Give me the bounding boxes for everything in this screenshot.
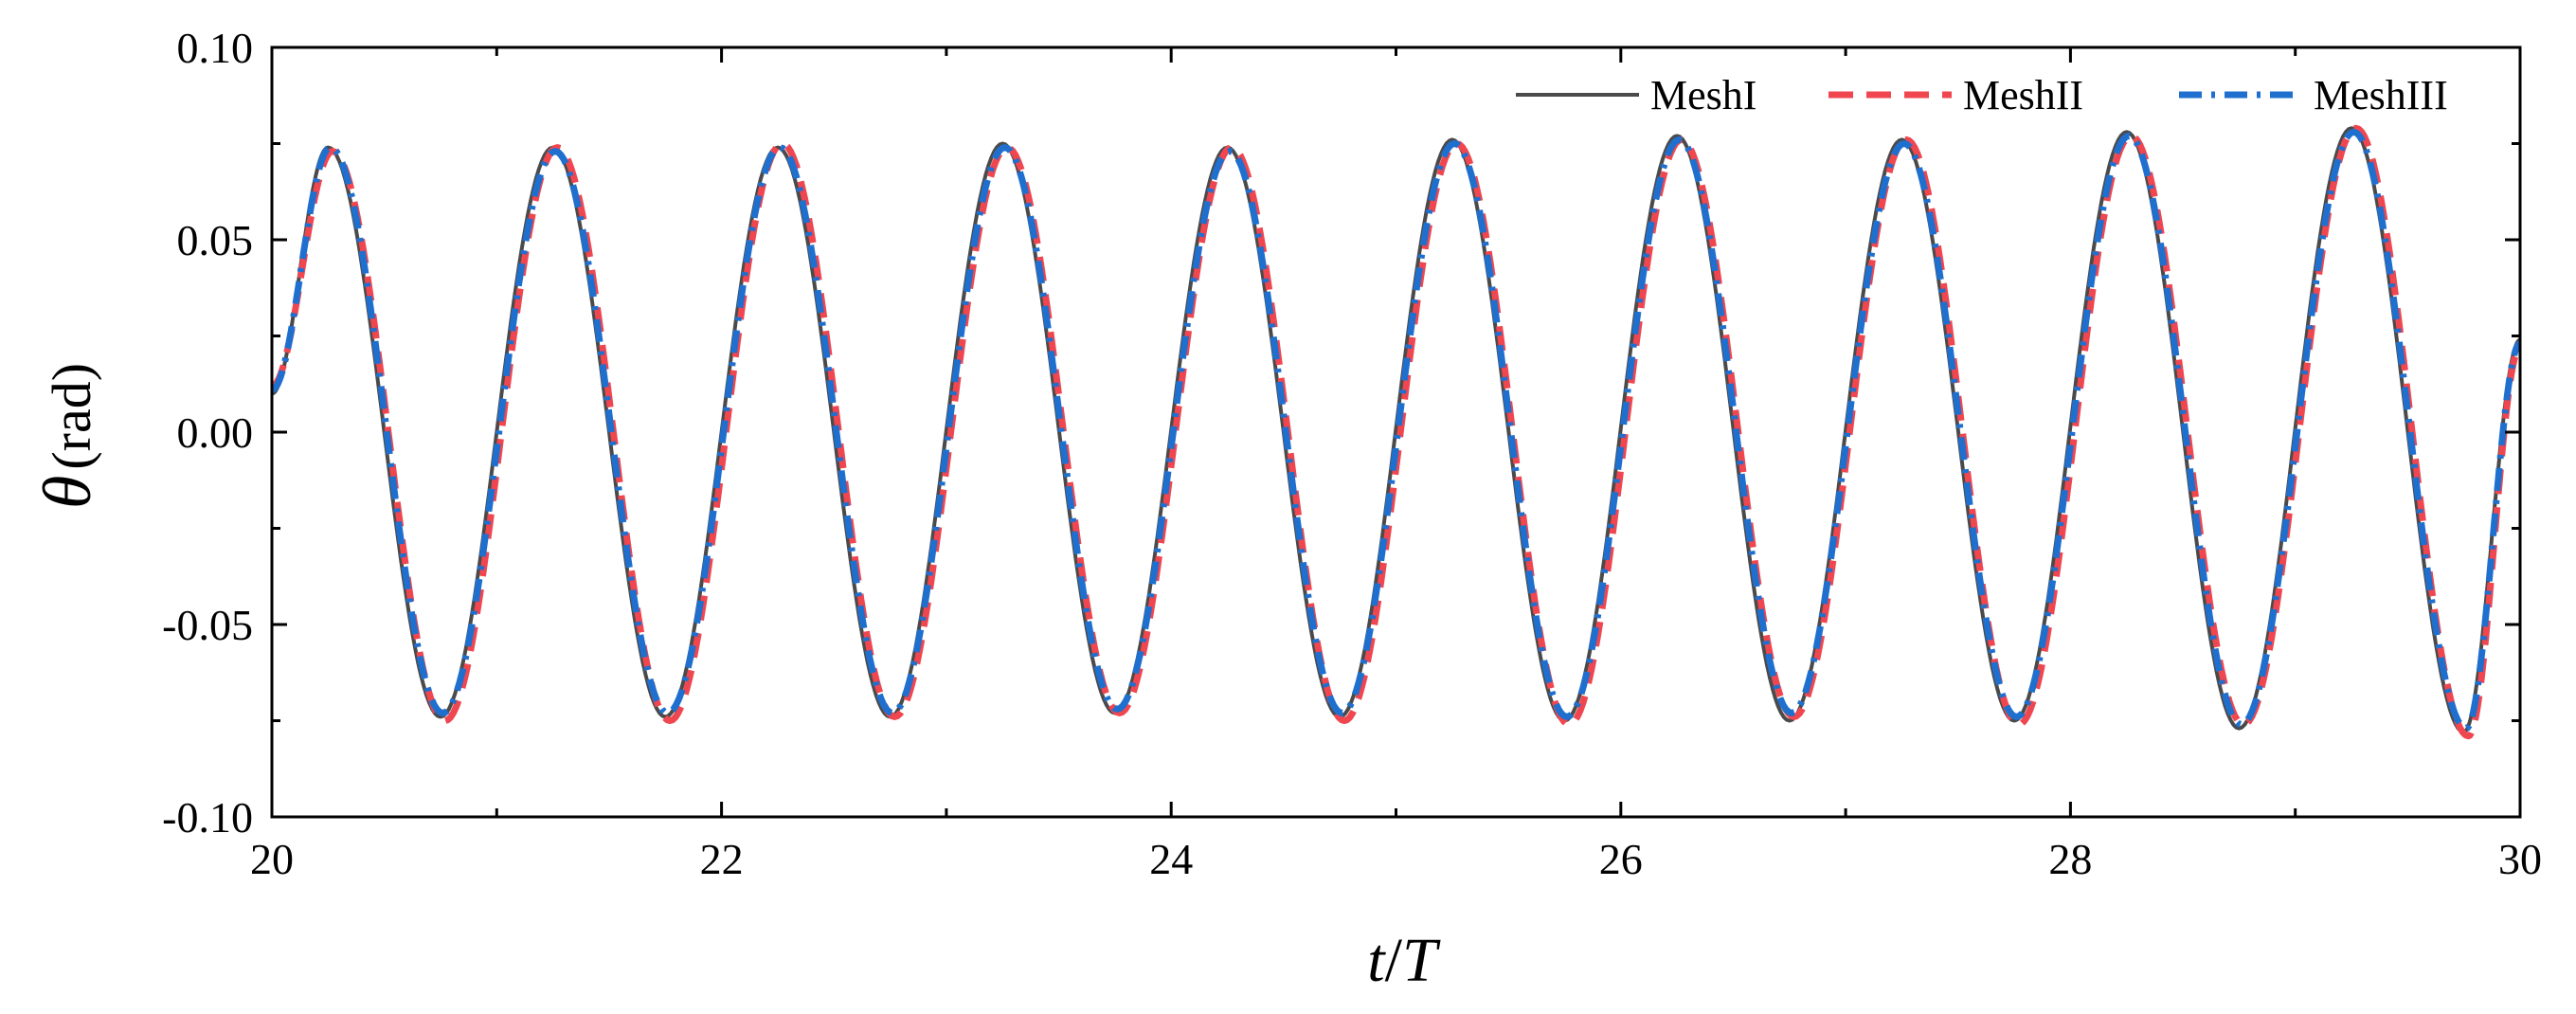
y-axis-title: θ (rad) xyxy=(29,363,105,509)
legend-label-meshiii: MeshIII xyxy=(2314,72,2448,118)
x-tick-label: 22 xyxy=(700,835,744,883)
legend: MeshI MeshII MeshIII xyxy=(1516,72,2448,118)
y-tick-label: 0.10 xyxy=(177,24,254,72)
legend-label-meshii: MeshII xyxy=(1963,72,2083,118)
legend-label-meshi: MeshI xyxy=(1650,72,1756,118)
y-tick-label: -0.10 xyxy=(162,793,253,842)
x-tick-label: 28 xyxy=(2048,835,2092,883)
y-tick-label: -0.05 xyxy=(162,601,253,649)
x-tick-label: 30 xyxy=(2498,835,2542,883)
y-tick-label: 0.05 xyxy=(177,216,254,264)
x-tick-label: 26 xyxy=(1599,835,1643,883)
ticks-layer: 20 22 24 26 28 30 0.10 0.05 0.00 -0.05 -0.10 xyxy=(162,24,2542,883)
x-tick-label: 24 xyxy=(1149,835,1193,883)
x-axis-title-sep: / xyxy=(1385,926,1403,995)
y-axis-title-unit: (rad) xyxy=(41,363,102,470)
y-tick-label: 0.00 xyxy=(177,408,254,457)
series-line-meshii xyxy=(272,124,2520,740)
y-axis-title-symbol: θ xyxy=(29,476,105,509)
series-layer xyxy=(272,124,2520,740)
x-tick-label: 20 xyxy=(250,835,294,883)
x-axis-title-var: t xyxy=(1367,926,1386,995)
series-line-meshiii xyxy=(272,128,2520,733)
x-axis-title: t/T xyxy=(1367,926,1441,995)
x-axis-title-period: T xyxy=(1402,926,1441,995)
